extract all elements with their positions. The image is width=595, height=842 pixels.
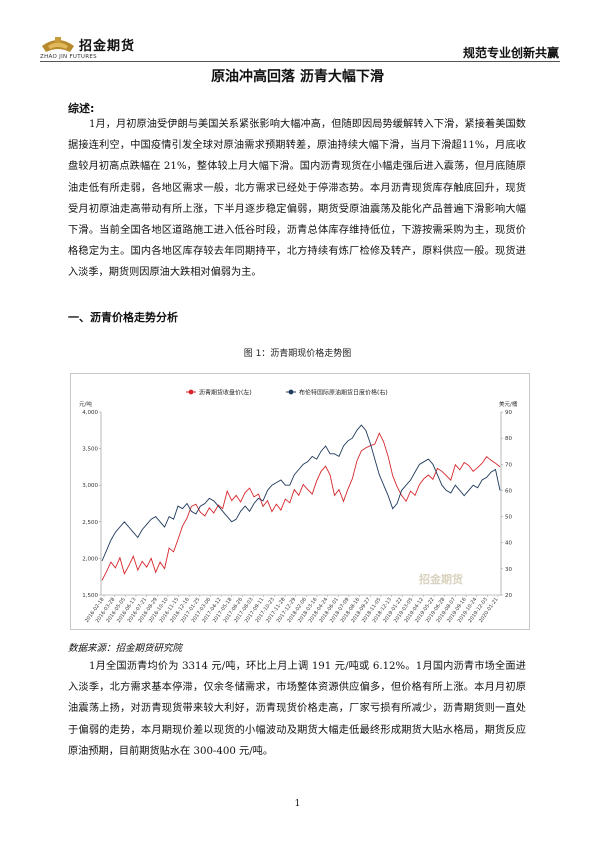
left-tick-label: 2,000 [82,556,98,562]
left-tick-label: 1,500 [82,593,98,599]
right-tick-label: 90 [505,410,512,416]
chart-svg: 元/吨 美元/桶 1,500 2,000 2,500 3,000 3,500 4,000 20 3… [79,389,518,624]
figure-caption: 图 1：沥青期现价格走势图 [243,349,352,359]
left-tick-label: 3,000 [82,483,98,489]
series-line [101,424,501,562]
right-tick-label: 40 [505,541,512,547]
legend-label: 沥青期货收盘价(左) [199,389,252,397]
price-trend-chart: 元/吨 美元/桶 1,500 2,000 2,500 3,000 3,500 4,000 20 3… [70,373,530,630]
left-tick-label: 2,500 [82,520,98,526]
header-rule [40,61,560,62]
data-source: 数据来源：招金期货研究院 [68,643,183,654]
legend-label: 布伦特国际原油期货日度价格(右) [299,389,388,397]
analysis-paragraph: 1月全国沥青均价为 3314 元/吨，环比上月上调 191 元/吨或 6.12%… [68,661,526,757]
left-tick-label: 3,500 [82,447,98,453]
right-tick-label: 70 [505,462,512,468]
logo-name: 招金期货 [79,39,136,54]
section-heading-price-trend: 一、沥青价格走势分析 [68,311,178,324]
summary-paragraph: 1月，月初原油受伊朗与美国关系紧张影响大幅冲高，但随即因局势缓解转入下滑，紧接着… [68,119,526,279]
page-number: 1 [294,799,301,809]
company-logo: 招金期货 ZHAO JIN FUTURES [40,34,160,60]
chart-watermark: 招金期货 [419,572,463,586]
right-tick-label: 50 [505,515,512,521]
header-slogan: 规范专业创新共赢 [462,46,559,60]
summary-heading: 综述: [68,102,95,115]
document-title: 原油冲高回落 沥青大幅下滑 [211,69,384,85]
right-axis-unit: 美元/桶 [499,400,518,408]
series-line [101,432,501,581]
right-tick-label: 60 [505,488,512,494]
left-axis-unit: 元/吨 [79,400,92,408]
right-tick-label: 30 [505,567,512,573]
logo-ingot-icon [42,37,74,52]
right-tick-label: 80 [505,436,512,442]
logo-english-name: ZHAO JIN FUTURES [40,54,97,60]
left-tick-label: 4,000 [82,410,98,416]
right-tick-label: 20 [505,593,512,599]
